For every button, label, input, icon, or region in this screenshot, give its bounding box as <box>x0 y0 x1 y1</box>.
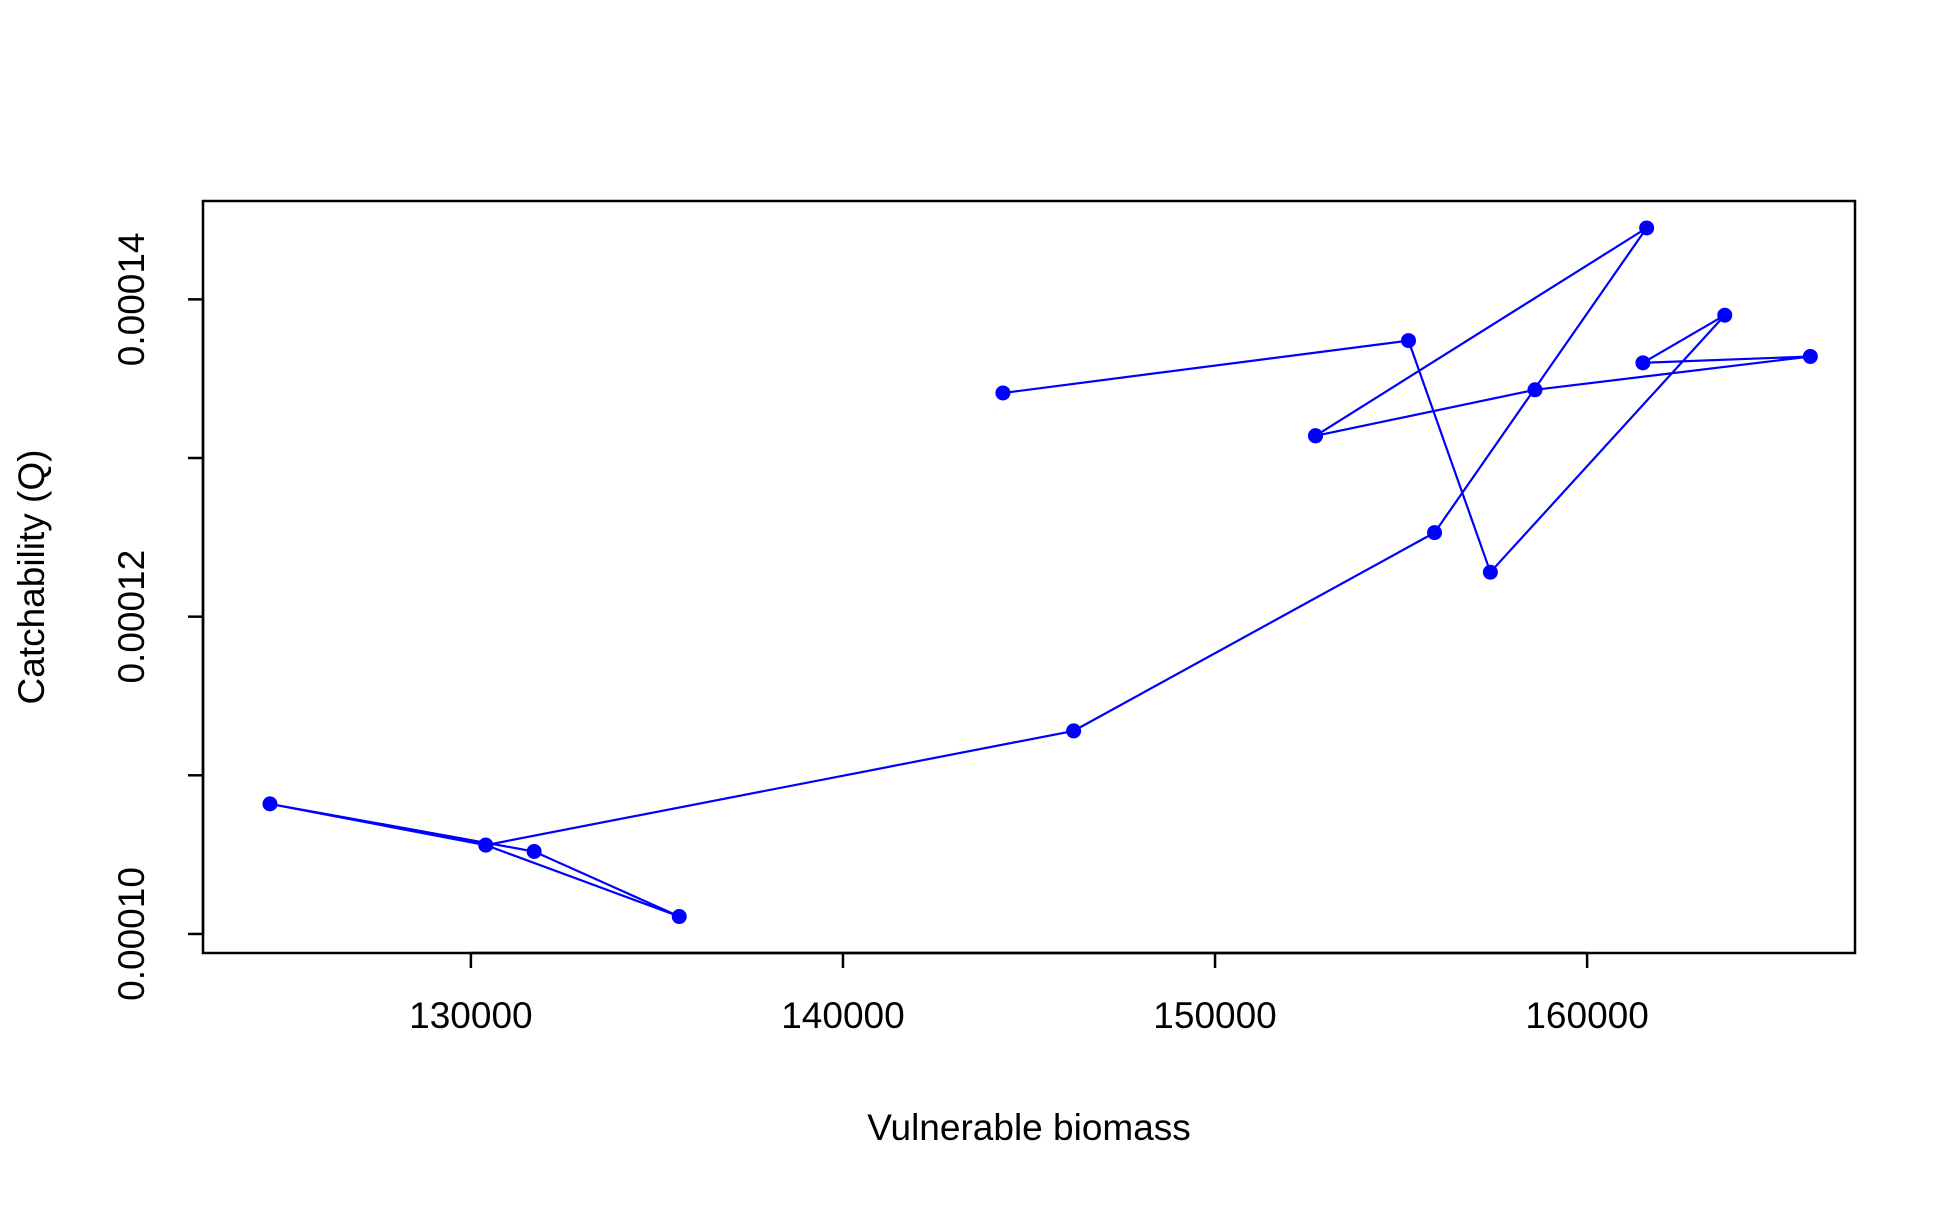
data-point <box>995 385 1011 401</box>
data-point <box>1717 307 1733 323</box>
data-point <box>526 843 542 859</box>
series-line <box>269 227 1811 918</box>
y-tick-label: 0.00010 <box>111 867 152 1001</box>
data-point <box>1482 564 1498 580</box>
data-point <box>262 796 278 812</box>
x-tick-label: 140000 <box>781 995 904 1036</box>
plot-frame <box>201 199 1857 955</box>
data-point <box>478 837 494 853</box>
series-layer <box>262 220 1818 925</box>
x-axis-title: Vulnerable biomass <box>867 1107 1191 1148</box>
x-axis: 130000 140000 150000 160000 <box>409 951 1649 1036</box>
data-point <box>671 909 687 925</box>
y-tick-label: 0.00014 <box>111 232 152 366</box>
data-point <box>1066 723 1082 739</box>
y-tick-label: 0.00012 <box>111 550 152 684</box>
data-point <box>1307 428 1323 444</box>
data-point <box>1427 525 1443 541</box>
y-axis-title: Catchability (Q) <box>11 450 52 705</box>
x-tick-label: 150000 <box>1153 995 1276 1036</box>
data-point <box>1635 355 1651 371</box>
x-tick-label: 130000 <box>409 995 532 1036</box>
data-point <box>1802 348 1818 364</box>
y-axis: 0.00010 0.00012 0.00014 <box>111 232 205 1001</box>
data-point <box>1401 333 1417 349</box>
x-tick-label: 160000 <box>1525 995 1648 1036</box>
data-point <box>1639 220 1655 236</box>
data-point <box>1527 382 1543 398</box>
